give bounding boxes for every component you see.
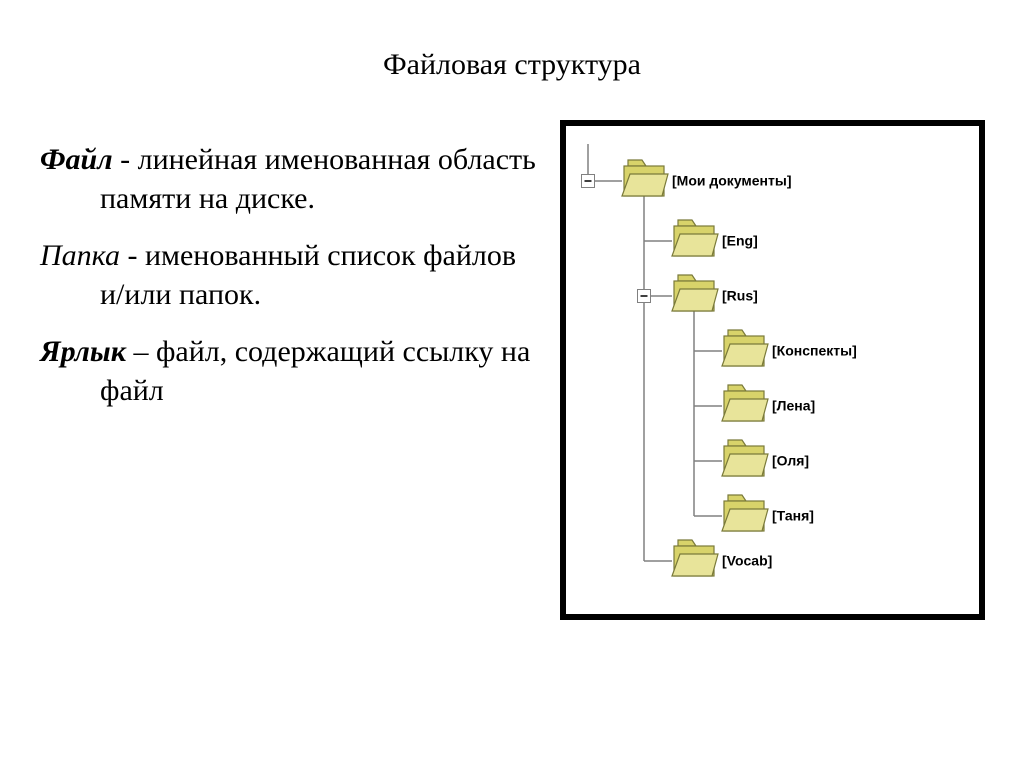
sep-file: -	[113, 143, 138, 176]
folder-icon	[722, 495, 768, 531]
folder-icon	[622, 160, 668, 196]
tree-node-label-lena[interactable]: [Лена]	[772, 398, 815, 414]
term-shortcut: Ярлык	[40, 335, 126, 368]
term-folder: Папка	[40, 239, 120, 272]
folder-icon	[672, 220, 718, 256]
text-shortcut: файл, содержащий ссылку на файл	[100, 335, 530, 407]
folder-icon	[672, 275, 718, 311]
definitions-block: Файл - линейная именованная область памя…	[40, 140, 540, 428]
tree-expander-icon[interactable]	[582, 175, 595, 188]
definition-shortcut: Ярлык – файл, содержащий ссылку на файл	[40, 332, 540, 410]
term-file: Файл	[40, 143, 113, 176]
text-folder: именованный список файлов и/или папок.	[100, 239, 516, 311]
tree-node-label-olya[interactable]: [Оля]	[772, 453, 809, 469]
folder-icon	[722, 330, 768, 366]
folder-icon	[672, 540, 718, 576]
tree-node-label-eng[interactable]: [Eng]	[722, 233, 758, 249]
tree-node-label-konsp[interactable]: [Конспекты]	[772, 343, 857, 359]
tree-node-label-tanya[interactable]: [Таня]	[772, 508, 814, 524]
tree-node-label-rus[interactable]: [Rus]	[722, 288, 758, 304]
folder-icon	[722, 440, 768, 476]
text-file: линейная именованная область памяти на д…	[100, 143, 536, 215]
sep-folder: -	[120, 239, 145, 272]
folder-tree-panel: [Мои документы] [Eng] [Rus] [Конспекты] [Лен…	[560, 120, 985, 620]
page-title: Файловая структура	[0, 48, 1024, 82]
folder-icon	[722, 385, 768, 421]
tree-expander-icon[interactable]	[638, 290, 651, 303]
definition-file: Файл - линейная именованная область памя…	[40, 140, 540, 218]
definition-folder: Папка - именованный список файлов и/или …	[40, 236, 540, 314]
tree-node-label-vocab[interactable]: [Vocab]	[722, 553, 772, 569]
tree-node-label-docs[interactable]: [Мои документы]	[672, 173, 792, 189]
sep-shortcut: –	[126, 335, 156, 368]
folder-tree-diagram: [Мои документы] [Eng] [Rus] [Конспекты] [Лен…	[566, 126, 979, 614]
